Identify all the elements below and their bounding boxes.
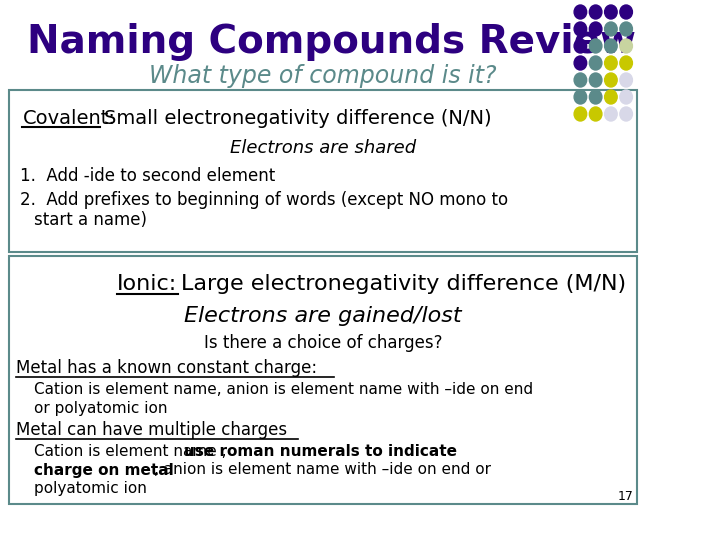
Circle shape xyxy=(574,39,587,53)
Text: 2.  Add prefixes to beginning of words (except NO mono to: 2. Add prefixes to beginning of words (e… xyxy=(19,191,508,209)
Text: 17: 17 xyxy=(618,489,634,503)
Circle shape xyxy=(574,56,587,70)
Circle shape xyxy=(590,107,602,121)
Text: or polyatomic ion: or polyatomic ion xyxy=(34,401,168,415)
Text: Cation is element name ,: Cation is element name , xyxy=(34,444,231,460)
Circle shape xyxy=(574,5,587,19)
Circle shape xyxy=(605,73,617,87)
Text: start a name): start a name) xyxy=(34,211,147,229)
Circle shape xyxy=(605,56,617,70)
Circle shape xyxy=(620,73,632,87)
Text: polyatomic ion: polyatomic ion xyxy=(34,481,147,496)
Text: Covalent:: Covalent: xyxy=(22,109,115,127)
Text: What type of compound is it?: What type of compound is it? xyxy=(149,64,497,88)
Circle shape xyxy=(574,73,587,87)
Circle shape xyxy=(590,22,602,36)
Text: Large electronegativity difference (M/N): Large electronegativity difference (M/N) xyxy=(181,274,626,294)
Text: Naming Compounds Review: Naming Compounds Review xyxy=(27,23,636,61)
Circle shape xyxy=(605,22,617,36)
Text: Cation is element name, anion is element name with –ide on end: Cation is element name, anion is element… xyxy=(34,382,534,397)
Circle shape xyxy=(574,107,587,121)
Circle shape xyxy=(574,90,587,104)
Text: , anion is element name with –ide on end or: , anion is element name with –ide on end… xyxy=(154,462,491,477)
Text: Electrons are shared: Electrons are shared xyxy=(230,139,416,157)
Text: Ionic:: Ionic: xyxy=(117,274,177,294)
Circle shape xyxy=(590,5,602,19)
Circle shape xyxy=(620,90,632,104)
Circle shape xyxy=(620,22,632,36)
Circle shape xyxy=(605,5,617,19)
Text: charge on metal: charge on metal xyxy=(34,462,174,477)
Text: Metal can have multiple charges: Metal can have multiple charges xyxy=(16,421,287,439)
Circle shape xyxy=(590,56,602,70)
Text: 1.  Add -ide to second element: 1. Add -ide to second element xyxy=(19,167,275,185)
Circle shape xyxy=(620,39,632,53)
Text: Is there a choice of charges?: Is there a choice of charges? xyxy=(204,334,442,352)
Circle shape xyxy=(605,107,617,121)
Circle shape xyxy=(620,107,632,121)
Circle shape xyxy=(620,56,632,70)
Circle shape xyxy=(605,90,617,104)
FancyBboxPatch shape xyxy=(9,90,637,252)
Circle shape xyxy=(590,90,602,104)
Text: Small electronegativity difference (N/N): Small electronegativity difference (N/N) xyxy=(104,109,492,127)
Circle shape xyxy=(605,39,617,53)
Circle shape xyxy=(620,5,632,19)
Circle shape xyxy=(590,73,602,87)
Text: use roman numerals to indicate: use roman numerals to indicate xyxy=(184,444,457,460)
FancyBboxPatch shape xyxy=(9,256,637,504)
Circle shape xyxy=(590,39,602,53)
Text: Metal has a known constant charge:: Metal has a known constant charge: xyxy=(16,359,318,377)
Text: Electrons are gained/lost: Electrons are gained/lost xyxy=(184,306,462,326)
Circle shape xyxy=(574,22,587,36)
